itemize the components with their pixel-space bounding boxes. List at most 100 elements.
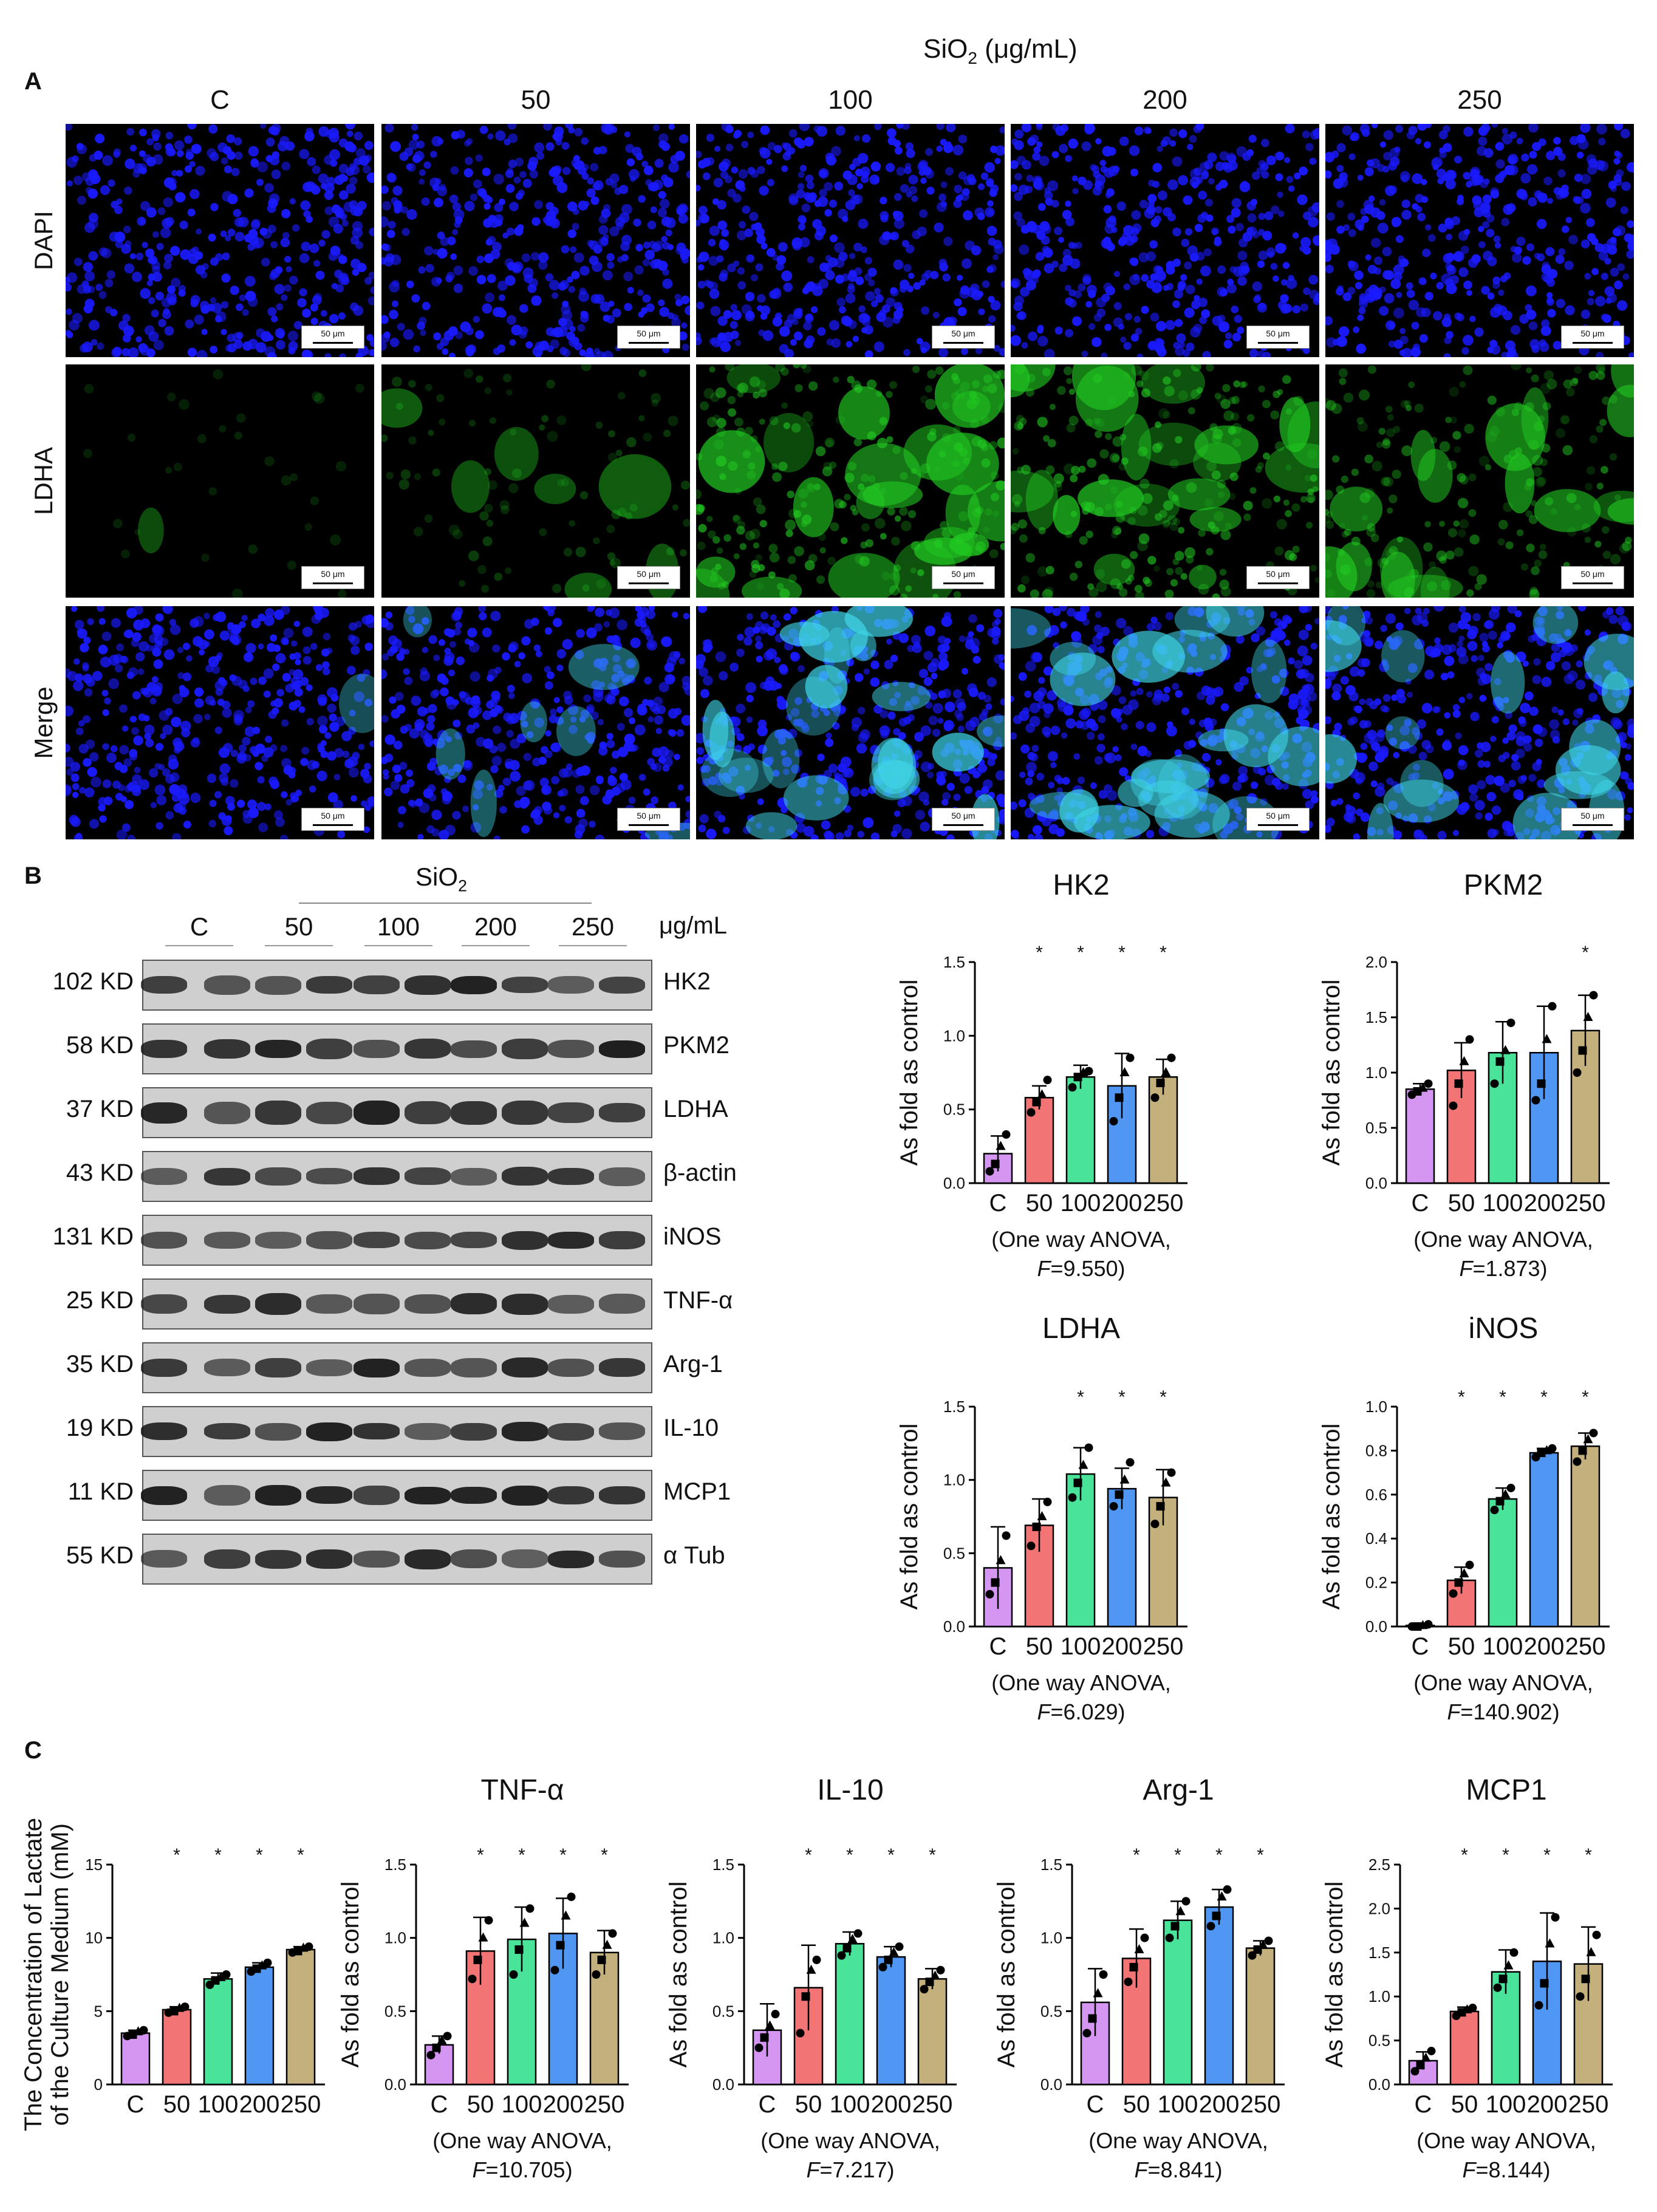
micrograph-merge: 50 μm — [66, 606, 374, 839]
micrograph-merge: 50 μm — [1011, 606, 1319, 839]
y-tick-label: 0.5 — [384, 2002, 406, 2020]
scale-bar-label: 50 μm — [321, 811, 345, 821]
y-tick-label: 1.0 — [384, 1929, 406, 1947]
data-point — [597, 1955, 606, 1964]
data-point — [247, 1967, 256, 1976]
data-point — [1027, 1108, 1036, 1117]
data-point — [484, 1916, 493, 1925]
blot-mw-label: 19 KD — [66, 1415, 134, 1441]
x-tick-label: 50 — [1123, 2091, 1150, 2118]
scale-bar-line — [313, 824, 353, 826]
blot-band — [255, 1293, 301, 1316]
blot-band — [354, 1039, 400, 1058]
data-point — [1545, 1938, 1555, 1948]
bar — [1080, 2001, 1110, 2086]
micrograph-dapi: 50 μm — [1011, 124, 1319, 357]
blot-band — [204, 1359, 250, 1377]
data-point — [1167, 1468, 1176, 1477]
data-point — [1119, 1067, 1130, 1076]
micrograph-cells — [696, 606, 1005, 839]
data-point — [1586, 1947, 1596, 1956]
data-point — [801, 1992, 810, 2001]
scale-bar-line — [1258, 342, 1298, 344]
scale-bar-label: 50 μm — [1580, 329, 1605, 338]
blot-mw-label: 131 KD — [52, 1223, 134, 1250]
scale-bar: 50 μm — [1246, 566, 1310, 589]
blot-strip — [141, 1087, 652, 1138]
data-point — [1124, 1978, 1133, 1987]
blot-band — [405, 975, 451, 995]
panel-c-letter: C — [24, 1737, 42, 1764]
blot-band — [599, 976, 645, 994]
micrograph-cells — [696, 364, 1005, 598]
bar — [1107, 1487, 1137, 1628]
micrograph-cells — [83, 369, 364, 598]
data-point — [1032, 1522, 1041, 1531]
data-point — [550, 1965, 559, 1975]
data-point — [1537, 1449, 1546, 1458]
bar — [589, 1951, 620, 2086]
data-point — [991, 1159, 1000, 1169]
data-point — [936, 1965, 945, 1975]
data-point — [1264, 1936, 1273, 1945]
blot-strip — [141, 1215, 652, 1266]
blot-band — [548, 1294, 594, 1314]
data-point — [1043, 1497, 1052, 1506]
blot-band — [451, 1167, 497, 1186]
panel-a-treatment-label: SiO2 (μg/mL) — [923, 34, 1078, 67]
blot-band — [451, 976, 497, 995]
data-point — [1537, 1079, 1546, 1088]
x-tick-label: 100 — [1486, 2091, 1526, 2118]
data-point — [1109, 1502, 1118, 1511]
blot-group-underline — [559, 945, 627, 946]
chart-title-tnf: TNF-α — [480, 1774, 564, 1806]
significance-star: * — [846, 1845, 853, 1865]
x-tick-label: 200 — [1527, 2091, 1568, 2118]
data-point — [1093, 1988, 1103, 1998]
scale-bar: 50 μm — [617, 326, 680, 349]
panel-a-row-label: LDHA — [29, 446, 58, 516]
anova-line-1: (One way ANOVA, — [432, 2128, 612, 2153]
significance-star: * — [887, 1845, 895, 1865]
bar — [1408, 2060, 1438, 2086]
blot-band — [141, 1294, 187, 1314]
data-point — [1490, 1506, 1499, 1515]
micrograph-merge: 50 μm — [381, 606, 690, 839]
blot-protein-label: LDHA — [663, 1096, 728, 1122]
blot-group-label: 250 — [571, 912, 615, 941]
y-tick-label: 1.0 — [1365, 1063, 1387, 1082]
scale-bar-line — [943, 342, 983, 344]
significance-star: * — [1118, 1387, 1126, 1407]
micrograph-merge: 50 μm — [1325, 606, 1634, 839]
blot-band — [599, 1040, 645, 1058]
scale-bar: 50 μm — [932, 808, 995, 831]
data-point — [1248, 1951, 1257, 1960]
y-axis-label: As fold as control — [337, 1882, 364, 2068]
panel-b-letter: B — [24, 862, 42, 889]
blot-band — [354, 1100, 400, 1125]
anova-f-value: =140.902) — [1460, 1699, 1560, 1724]
bar — [793, 1987, 824, 2086]
significance-star: * — [1540, 1387, 1548, 1407]
data-point — [1465, 1035, 1474, 1044]
y-tick-label: 0.2 — [1365, 1574, 1387, 1592]
data-point — [211, 1976, 220, 1985]
y-tick-label: 0.0 — [943, 1617, 965, 1636]
data-point — [1506, 1019, 1515, 1028]
x-tick-label: 250 — [1565, 1190, 1606, 1217]
bar — [1065, 1473, 1096, 1628]
blot-band — [204, 1549, 250, 1569]
data-point — [847, 1934, 858, 1944]
blot-band — [548, 1359, 594, 1377]
blot-group-underline — [165, 945, 233, 946]
data-point — [1465, 1560, 1474, 1569]
data-point — [1462, 2004, 1472, 2013]
y-tick-label: 5 — [94, 2002, 103, 2020]
data-point — [1578, 1446, 1587, 1455]
blot-band — [548, 1039, 594, 1058]
data-point — [205, 1980, 214, 1989]
data-point — [174, 2002, 185, 2012]
data-point — [812, 1955, 821, 1964]
blot-band — [255, 1100, 301, 1125]
y-tick-label: 1.5 — [1365, 1008, 1387, 1026]
